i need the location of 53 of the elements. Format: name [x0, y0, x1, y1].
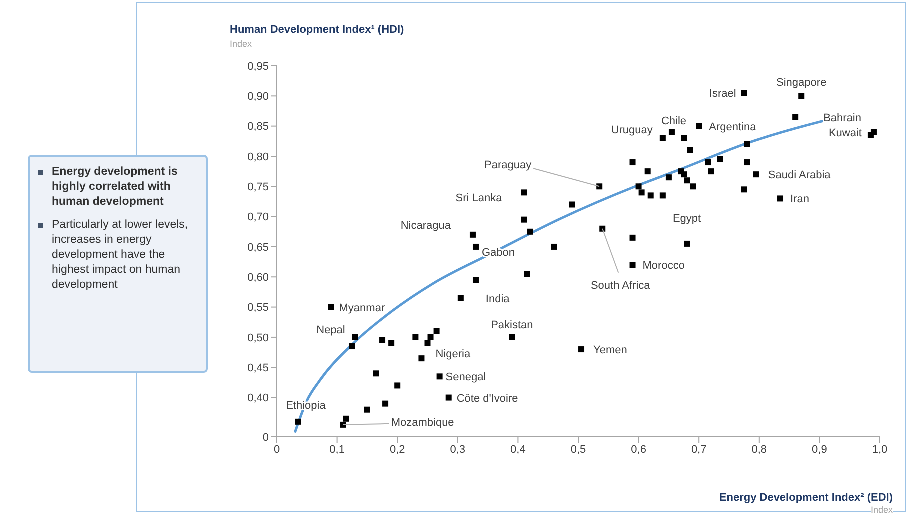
- y-tick-label: 0,80: [248, 151, 269, 164]
- annotation: Côte d'Ivoire: [456, 392, 518, 405]
- y-tick-label: 0: [262, 432, 269, 444]
- x-tick-label: 0,3: [450, 444, 466, 456]
- y-tick-label: 0,70: [248, 212, 269, 224]
- annotation: Kuwait: [828, 127, 862, 140]
- y-tick-label: 0,45: [248, 362, 269, 375]
- annotation: Singapore: [776, 77, 827, 90]
- x-tick-label: 0,7: [691, 444, 707, 456]
- y-tick-label: 0,85: [248, 121, 269, 134]
- y-tick-label: 0,95: [248, 60, 269, 73]
- annotation: Argentina: [709, 121, 758, 134]
- text: Energy development is highly correlated with human development: [52, 165, 179, 210]
- annotation: Morocco: [642, 260, 685, 272]
- annotation: Pakistan: [491, 319, 534, 332]
- y-tick-label: 0,60: [248, 272, 269, 284]
- x-tick-label: 1,0: [872, 444, 888, 456]
- text: Index: [230, 39, 252, 49]
- annotation: Senegal: [446, 372, 486, 384]
- annotation: South Africa: [590, 280, 652, 292]
- x-tick-label: 0,1: [330, 444, 345, 456]
- annotation: Uruguay: [611, 124, 654, 136]
- annotation: Nepal: [316, 324, 346, 336]
- x-tick-label: 0,8: [752, 444, 768, 456]
- annotation: Egypt: [672, 212, 702, 225]
- annotation: Iran: [790, 194, 810, 206]
- y-tick-label: 0,65: [248, 242, 269, 254]
- y-tick-label: 0,90: [248, 91, 269, 104]
- y-tick-label: 0,40: [248, 392, 269, 405]
- annotation: Paraguay: [484, 160, 532, 172]
- annotation: Saudi Arabia: [768, 170, 832, 182]
- y-axis-title: Human Development Index¹ (HDI): [230, 24, 404, 36]
- x-tick-label: 0,6: [631, 444, 646, 456]
- annotation: Mozambique: [391, 416, 454, 429]
- annotation: Yemen: [594, 344, 628, 357]
- x-tick-label: 0,4: [510, 444, 526, 456]
- annotation: Nicaragua: [400, 220, 452, 232]
- x-axis-title: Energy Development Index² (EDI): [719, 492, 893, 504]
- x-tick-label: 0,9: [812, 444, 828, 456]
- text: Particularly at lower levels, increases in energy development have the highest impact on human development: [52, 218, 190, 293]
- annotation: Israel: [709, 88, 736, 100]
- annotation: Myanmar: [339, 302, 386, 314]
- y-tick-label: 0,75: [248, 182, 269, 194]
- annotation: Nigeria: [436, 348, 472, 361]
- y-tick-label: 0,55: [248, 302, 269, 314]
- annotation: Sri Lanka: [456, 192, 504, 205]
- y-tick-label: 0,50: [248, 332, 269, 344]
- x-tick-label: 0,5: [570, 444, 586, 456]
- x-tick-label: 0: [274, 444, 280, 456]
- text: Index: [870, 505, 893, 515]
- annotation: Chile: [661, 115, 687, 128]
- x-tick-label: 0,2: [390, 444, 406, 456]
- annotation: India: [486, 293, 511, 306]
